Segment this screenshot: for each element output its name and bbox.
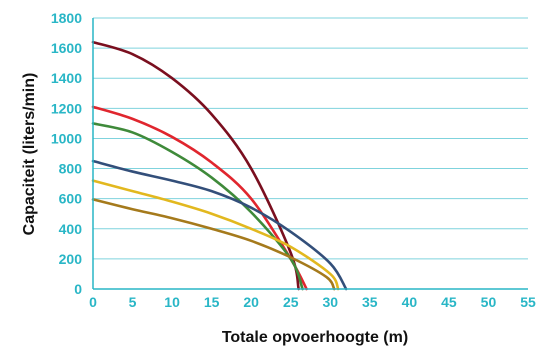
y-tick-label-1200: 1200 bbox=[51, 100, 82, 116]
y-tick-label-400: 400 bbox=[59, 221, 83, 237]
series-line-5 bbox=[91, 179, 340, 291]
series-line-2 bbox=[91, 105, 308, 291]
y-tick-label-1800: 1800 bbox=[51, 10, 82, 26]
series-line-6 bbox=[91, 198, 336, 291]
y-tick-label-200: 200 bbox=[59, 251, 83, 267]
y-tick-label-800: 800 bbox=[59, 161, 83, 177]
series-line-3 bbox=[91, 122, 304, 291]
x-tick-label-0: 0 bbox=[89, 294, 97, 310]
x-tick-label-15: 15 bbox=[204, 294, 220, 310]
x-tick-label-55: 55 bbox=[520, 294, 536, 310]
y-tick-label-1400: 1400 bbox=[51, 70, 82, 86]
x-tick-label-50: 50 bbox=[481, 294, 497, 310]
series-layer bbox=[91, 40, 348, 291]
x-tick-label-35: 35 bbox=[362, 294, 378, 310]
x-tick-label-5: 5 bbox=[129, 294, 137, 310]
y-tick-label-1000: 1000 bbox=[51, 130, 82, 146]
series-line-1 bbox=[91, 40, 300, 291]
axis-layer bbox=[92, 18, 528, 290]
tick-layer: 0 200 400 600 800 1000 1200 1400 1600 1800 0 5 10 15 2… bbox=[51, 10, 536, 310]
y-tick-label-0: 0 bbox=[74, 281, 82, 297]
series-line-4 bbox=[91, 159, 348, 291]
y-tick-label-600: 600 bbox=[59, 191, 83, 207]
x-axis-title: Totale opvoerhoogte (m) bbox=[222, 329, 408, 346]
y-axis-title: Capaciteit (liters/min) bbox=[21, 73, 38, 236]
x-tick-label-45: 45 bbox=[441, 294, 457, 310]
x-tick-label-20: 20 bbox=[243, 294, 259, 310]
grid-layer bbox=[93, 17, 528, 260]
x-tick-label-10: 10 bbox=[164, 294, 180, 310]
x-tick-label-25: 25 bbox=[283, 294, 299, 310]
x-tick-label-40: 40 bbox=[402, 294, 418, 310]
y-tick-label-1600: 1600 bbox=[51, 40, 82, 56]
x-tick-label-30: 30 bbox=[322, 294, 338, 310]
